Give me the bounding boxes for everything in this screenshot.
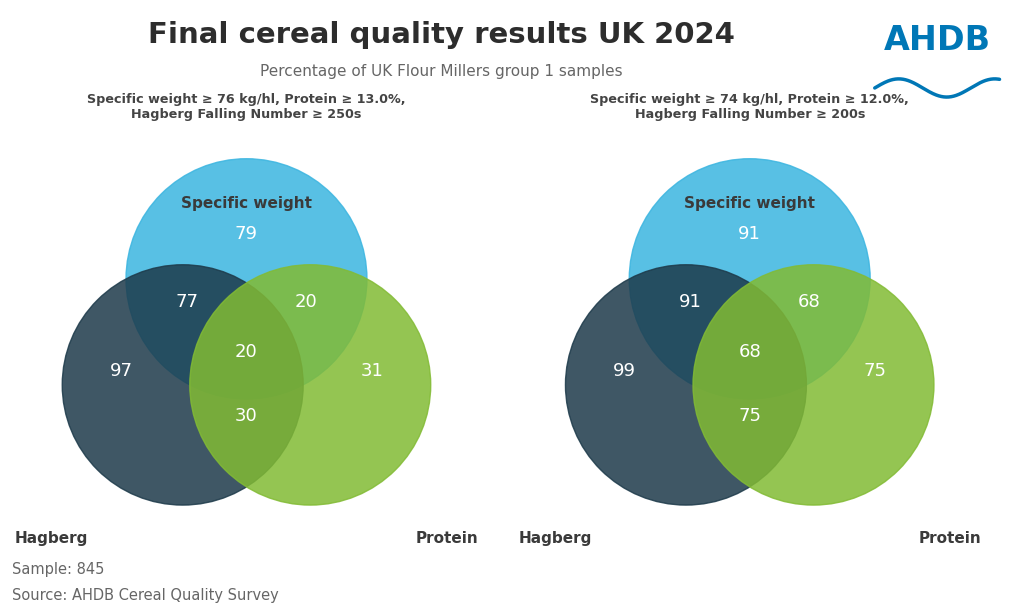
Text: 30: 30	[235, 406, 258, 425]
Text: Hagberg: Hagberg	[15, 531, 88, 546]
Circle shape	[190, 265, 430, 505]
Circle shape	[630, 159, 870, 399]
Text: 97: 97	[110, 362, 132, 380]
Text: 75: 75	[864, 362, 886, 380]
Text: Hagberg: Hagberg	[519, 531, 592, 546]
Text: 31: 31	[360, 362, 383, 380]
Text: 77: 77	[176, 293, 199, 312]
Text: Specific weight: Specific weight	[684, 196, 815, 211]
Circle shape	[63, 265, 303, 505]
Text: 91: 91	[738, 225, 761, 243]
Text: 68: 68	[797, 293, 821, 312]
Text: Source: AHDB Cereal Quality Survey: Source: AHDB Cereal Quality Survey	[12, 588, 279, 603]
Text: 91: 91	[679, 293, 702, 312]
Circle shape	[566, 265, 806, 505]
Text: Specific weight ≥ 74 kg/hl, Protein ≥ 12.0%,
Hagberg Falling Number ≥ 200s: Specific weight ≥ 74 kg/hl, Protein ≥ 12…	[591, 93, 909, 121]
Text: Specific weight ≥ 76 kg/hl, Protein ≥ 13.0%,
Hagberg Falling Number ≥ 250s: Specific weight ≥ 76 kg/hl, Protein ≥ 13…	[87, 93, 406, 121]
Text: Specific weight: Specific weight	[181, 196, 312, 211]
Text: 68: 68	[738, 343, 761, 361]
Text: Protein: Protein	[415, 531, 478, 546]
Text: Final cereal quality results UK 2024: Final cereal quality results UK 2024	[148, 21, 735, 50]
Text: 75: 75	[738, 406, 761, 425]
Circle shape	[126, 159, 367, 399]
Text: 20: 20	[235, 343, 258, 361]
Text: Percentage of UK Flour Millers group 1 samples: Percentage of UK Flour Millers group 1 s…	[260, 64, 623, 80]
Text: AHDB: AHDB	[883, 24, 991, 57]
Text: 79: 79	[235, 225, 258, 243]
Text: 99: 99	[613, 362, 636, 380]
Text: 20: 20	[294, 293, 317, 312]
Text: Sample: 845: Sample: 845	[12, 562, 105, 577]
Text: Protein: Protein	[918, 531, 981, 546]
Circle shape	[693, 265, 934, 505]
